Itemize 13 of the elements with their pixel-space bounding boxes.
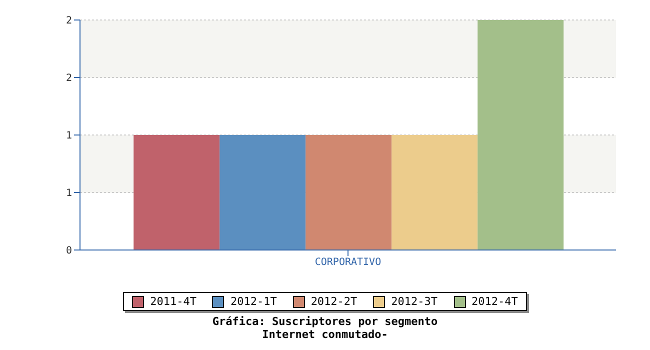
y-tick-label: 2 <box>66 73 72 84</box>
legend-label: 2012-4T <box>470 295 518 308</box>
text: Internet conmutado- <box>261 328 389 341</box>
legend-label: 2011-4T <box>149 295 196 308</box>
y-tick-label: 0 <box>66 246 72 257</box>
y-tick-label: 1 <box>66 130 72 142</box>
legend-label: 2012-3T <box>390 295 438 308</box>
legend-label: 2012-1T <box>229 295 277 308</box>
y-tick-label: 1 <box>66 188 72 200</box>
x-tick-label: CORPORATIVO <box>314 257 382 268</box>
legend-label: 2012-2T <box>310 295 358 308</box>
y-tick-label: 2 <box>66 16 72 27</box>
text: Gráfica: Suscriptores por segmento <box>211 315 439 328</box>
